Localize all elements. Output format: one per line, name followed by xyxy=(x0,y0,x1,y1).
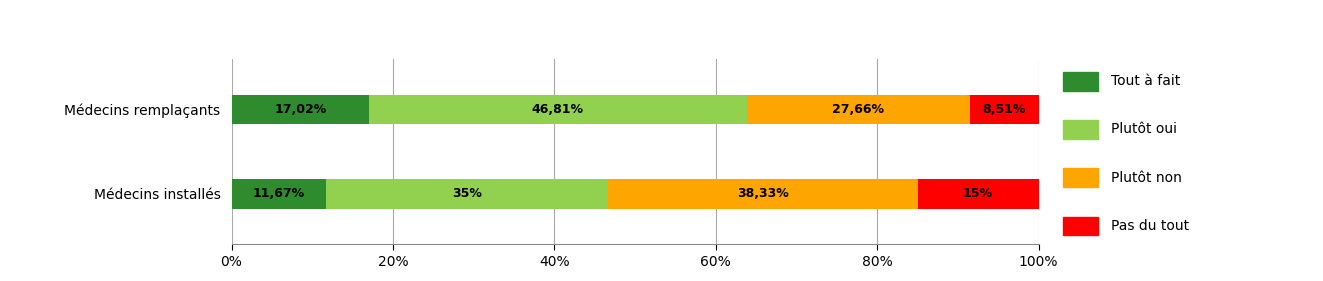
Text: Plutôt oui: Plutôt oui xyxy=(1111,123,1177,137)
Text: Tout à fait: Tout à fait xyxy=(1111,74,1180,88)
Text: 27,66%: 27,66% xyxy=(832,103,884,116)
Text: 17,02%: 17,02% xyxy=(274,103,327,116)
Bar xyxy=(609,179,917,209)
Bar xyxy=(970,95,1039,124)
Text: Plutôt non: Plutôt non xyxy=(1111,171,1183,185)
Text: 46,81%: 46,81% xyxy=(532,103,583,116)
Text: Graphique 8 : Répartition en % selon le statut, à la question : être remplaçant : Graphique 8 : Répartition en % selon le … xyxy=(7,12,704,25)
Bar xyxy=(1062,72,1098,90)
Text: Pas du tout: Pas du tout xyxy=(1111,219,1189,233)
Text: 8,51%: 8,51% xyxy=(983,103,1025,116)
Text: 15%: 15% xyxy=(963,187,994,200)
Bar xyxy=(232,179,325,209)
Bar xyxy=(1062,168,1098,187)
Bar xyxy=(1062,217,1098,235)
Bar xyxy=(325,179,609,209)
Text: 11,67%: 11,67% xyxy=(253,187,304,200)
Bar xyxy=(369,95,746,124)
Text: 38,33%: 38,33% xyxy=(737,187,789,200)
Bar xyxy=(918,179,1039,209)
Bar xyxy=(1062,120,1098,139)
Bar xyxy=(232,95,369,124)
Text: 35%: 35% xyxy=(452,187,482,200)
Bar xyxy=(746,95,970,124)
